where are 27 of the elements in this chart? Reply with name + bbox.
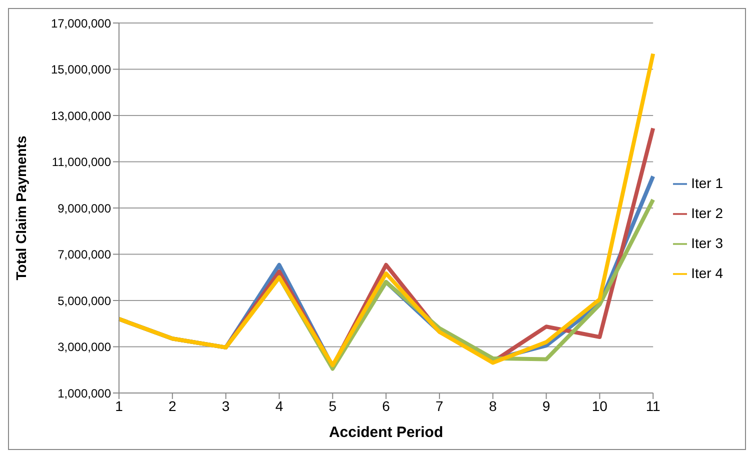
y-tick-label: 3,000,000	[58, 340, 112, 354]
y-tick-label: 13,000,000	[50, 108, 112, 123]
x-tick-label: 11	[646, 398, 661, 414]
x-tick-label: 7	[436, 398, 444, 414]
legend-label: Iter 4	[691, 265, 723, 281]
y-tick-label: 11,000,000	[52, 155, 112, 170]
legend-label: Iter 1	[691, 175, 723, 191]
y-tick-label: 7,000,000	[58, 248, 112, 262]
x-tick-label: 5	[328, 398, 337, 414]
x-tick-label: 9	[542, 398, 550, 414]
legend-label: Iter 2	[691, 205, 723, 221]
y-tick-label: 5,000,000	[58, 294, 112, 308]
y-tick-label: 1,000,000	[58, 386, 112, 400]
y-axis-title: Total Claim Payments	[12, 136, 29, 280]
y-tick-label: 17,000,000	[50, 16, 112, 30]
x-tick-label: 4	[275, 398, 284, 414]
x-tick-label: 2	[168, 398, 177, 414]
line-series	[117, 52, 656, 368]
legend-label: Iter 3	[691, 235, 723, 251]
x-tick-label: 1	[115, 398, 124, 414]
x-tick-label: 8	[488, 398, 497, 414]
x-tick-label: 6	[382, 398, 390, 414]
y-tick-label: 15,000,000	[50, 62, 112, 77]
x-tick-label: 3	[222, 398, 230, 414]
y-tick-label: 9,000,000	[58, 201, 112, 216]
x-axis-title: Accident Period	[328, 424, 444, 441]
x-tick-label: 10	[592, 398, 608, 414]
